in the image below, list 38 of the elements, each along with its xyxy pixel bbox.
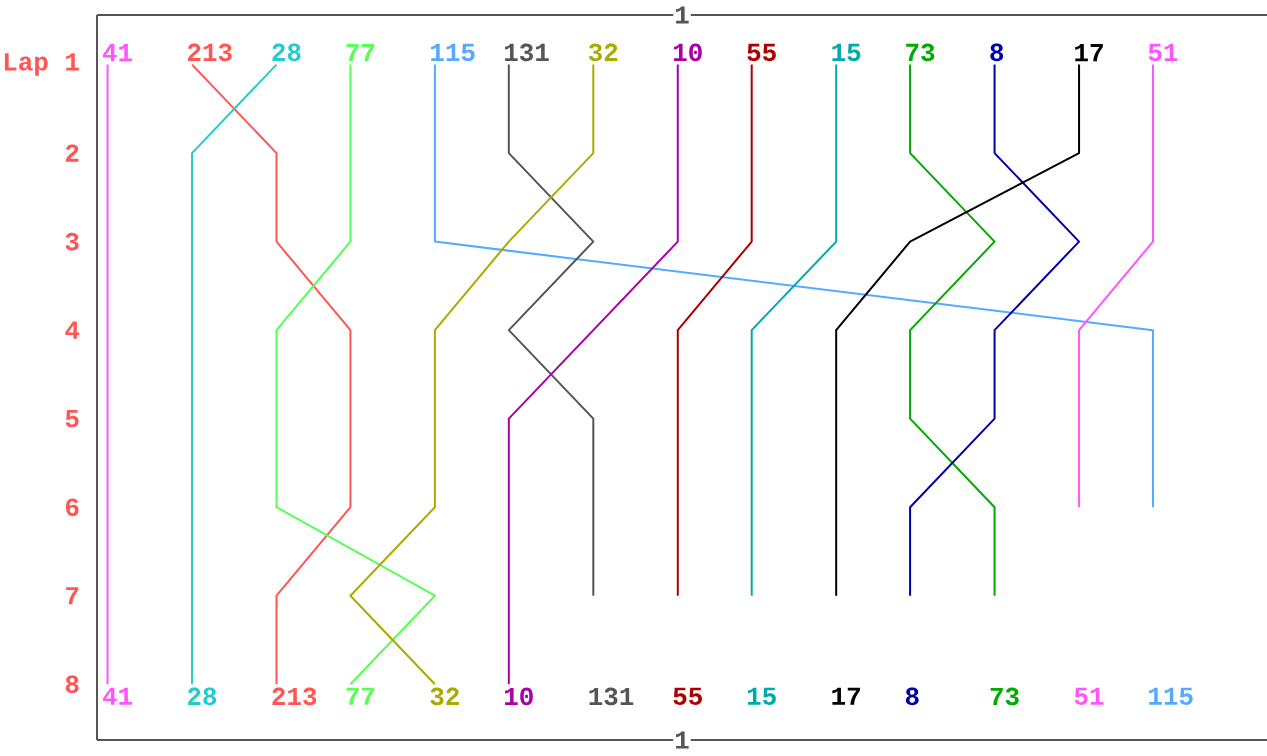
y-tick-label: 4 (65, 321, 80, 339)
y-tick-label: 6 (66, 498, 79, 516)
series-label: 10 (504, 687, 533, 706)
text: 1 (675, 731, 689, 749)
y-tick-label: 3 (65, 232, 79, 251)
text: 55 (673, 687, 702, 705)
y-tick-label: 5 (65, 410, 79, 428)
text: 28 (272, 43, 301, 62)
series-label: 32 (430, 687, 459, 706)
series-label: 73 (906, 43, 935, 62)
series-label: 51 (1148, 43, 1178, 62)
text: 32 (588, 43, 618, 62)
text: 41 (102, 44, 132, 62)
series-label: 8 (990, 43, 1004, 62)
series-label: 41 (102, 687, 132, 705)
series-label: 28 (188, 687, 217, 706)
text: 77 (346, 44, 375, 62)
text: 15 (747, 687, 776, 705)
series-label: 55 (747, 43, 776, 62)
text: 131 (589, 687, 634, 706)
y-tick-label: 7 (66, 587, 79, 605)
series-label: 115 (431, 43, 475, 62)
y-tick-label: Lap 1 (4, 53, 79, 76)
text: 115 (1149, 687, 1193, 705)
text: 17 (832, 687, 860, 705)
series-label: 213 (272, 687, 317, 706)
series-label: 77 (346, 687, 375, 705)
text: 1 (675, 6, 689, 24)
y-tick-label: 2 (65, 144, 79, 162)
text: 51 (1074, 687, 1104, 705)
text: 10 (673, 43, 702, 62)
series-label: 131 (504, 43, 549, 62)
text: 213 (188, 43, 232, 62)
text: 8 (905, 687, 919, 706)
text: 73 (990, 687, 1019, 706)
y-tick-label: 8 (65, 675, 79, 694)
series-label: 17 (1075, 44, 1103, 62)
series-label: 15 (832, 43, 861, 62)
